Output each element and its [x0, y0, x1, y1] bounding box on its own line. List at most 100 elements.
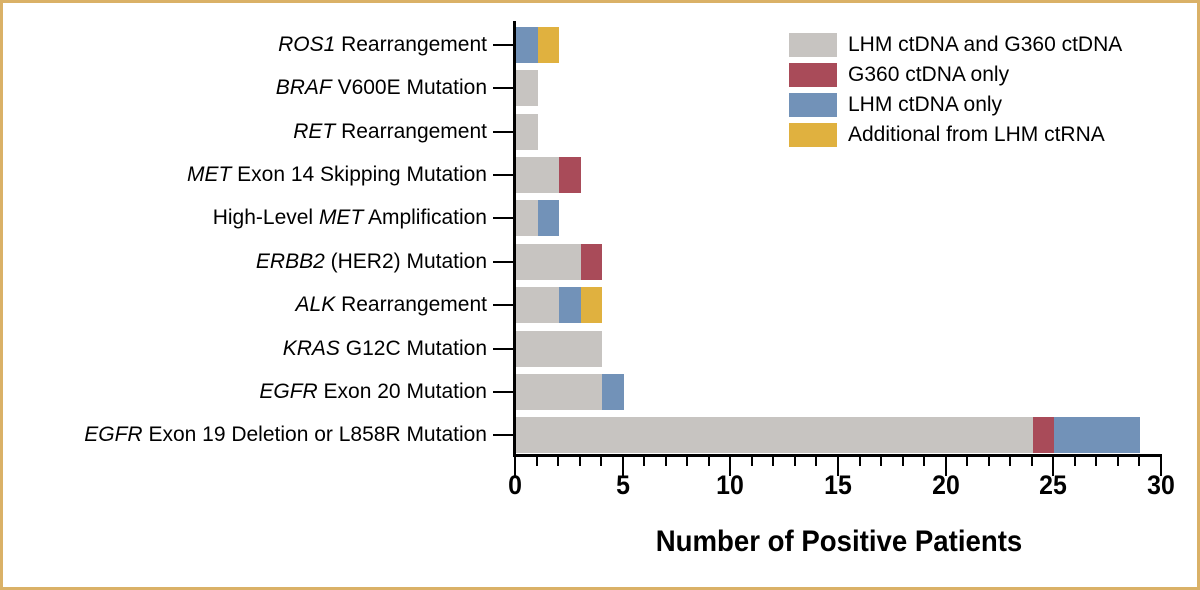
x-axis-tick-label: 10 [716, 470, 745, 500]
y-axis-tick [493, 390, 513, 393]
x-axis-minor-tick [1030, 457, 1033, 466]
legend-label: LHM ctDNA and G360 ctDNA [848, 33, 1123, 56]
category-label: EGFR Exon 20 Mutation [3, 380, 487, 404]
x-axis-minor-tick [966, 457, 969, 466]
x-axis-minor-tick [987, 457, 990, 466]
x-axis-minor-tick [750, 457, 753, 466]
x-axis-minor-tick [1116, 457, 1119, 466]
y-axis-tick [493, 43, 513, 46]
legend-item-lhm-only: LHM ctDNA only [789, 93, 1122, 117]
legend-swatch-blue [789, 93, 837, 117]
y-axis-tick [493, 434, 513, 437]
bar-segment [1032, 417, 1055, 454]
x-axis-major-tick [621, 457, 624, 476]
x-axis-tick-label: 30 [1147, 470, 1175, 500]
y-axis-tick [493, 217, 513, 220]
category-label: KRAS G12C Mutation [3, 337, 487, 361]
bar-segment [580, 243, 603, 280]
label-text: Rearrangement [335, 293, 487, 317]
category-label: ERBB2 (HER2) Mutation [3, 250, 487, 274]
x-axis-minor-tick [664, 457, 667, 466]
legend-swatch-red [789, 63, 837, 87]
bar-segment [516, 70, 538, 107]
label-text: G12C Mutation [339, 336, 487, 360]
bar-segment [516, 287, 560, 324]
bar-segment [1054, 417, 1141, 454]
label-text: High-Level [212, 206, 319, 230]
bar-segment [516, 156, 560, 193]
x-axis-minor-tick [772, 457, 775, 466]
x-axis-major-tick [944, 457, 947, 476]
x-axis-minor-tick [1073, 457, 1076, 466]
x-axis-major-tick [1052, 457, 1055, 476]
x-axis-minor-tick [578, 457, 581, 466]
x-axis-minor-tick [1009, 457, 1012, 466]
x-axis-minor-tick [600, 457, 603, 466]
bar-segment [559, 287, 581, 324]
x-axis-minor-tick [793, 457, 796, 466]
x-axis-tick-label: 25 [1039, 470, 1068, 500]
bar-segment [516, 330, 603, 367]
x-axis-minor-tick [923, 457, 926, 466]
bar-segment [537, 26, 560, 63]
label-text: Rearrangement [335, 119, 487, 143]
label-text: Exon 19 Deletion or L858R Mutation [142, 423, 487, 447]
x-axis-minor-tick [535, 457, 538, 466]
bar-segment [516, 200, 538, 237]
legend-label: Additional from LHM ctRNA [848, 123, 1105, 146]
legend-item-lhm-and-g360: LHM ctDNA and G360 ctDNA [789, 33, 1122, 57]
label-text: Exon 20 Mutation [317, 379, 487, 403]
label-text: Exon 14 Skipping Mutation [231, 162, 487, 186]
legend-item-additional-ctrna: Additional from LHM ctRNA [789, 123, 1122, 147]
bar-segment [516, 113, 538, 150]
label-text: (HER2) Mutation [324, 249, 487, 273]
x-axis-title: Number of Positive Patients [655, 525, 1023, 558]
x-axis-tick-label: 20 [931, 470, 960, 500]
y-axis-tick [493, 173, 513, 176]
gene-name: ERBB2 [255, 249, 325, 273]
x-axis-minor-tick [643, 457, 646, 466]
x-axis-tick-label: 15 [824, 470, 852, 500]
category-label: RET Rearrangement [3, 120, 487, 144]
gene-name: MET [187, 162, 232, 186]
x-axis-minor-tick [901, 457, 904, 466]
legend: LHM ctDNA and G360 ctDNA G360 ctDNA only… [789, 33, 1122, 153]
bar-segment [602, 373, 624, 410]
x-axis-minor-tick [880, 457, 883, 466]
x-axis-minor-tick [707, 457, 710, 466]
label-text: Amplification [363, 206, 487, 230]
y-axis-tick [493, 130, 513, 133]
y-axis-line [513, 21, 516, 457]
bar-segment [559, 156, 581, 193]
legend-label: G360 ctDNA only [848, 63, 1010, 86]
y-axis-tick [493, 260, 513, 263]
legend-swatch-yellow [789, 123, 837, 147]
label-text: V600E Mutation [331, 76, 487, 100]
x-axis-major-tick [729, 457, 732, 476]
x-axis-major-tick [837, 457, 839, 476]
category-label: ALK Rearrangement [3, 293, 487, 317]
x-axis-minor-tick [1095, 457, 1098, 466]
gene-name: EGFR [259, 379, 318, 403]
category-label: MET Exon 14 Skipping Mutation [3, 163, 487, 187]
y-axis-tick [493, 304, 513, 307]
bar-segment [516, 243, 581, 280]
y-axis-tick [493, 347, 513, 350]
legend-item-g360-only: G360 ctDNA only [789, 63, 1122, 87]
y-axis-tick [493, 87, 513, 90]
bar-segment [516, 26, 538, 63]
legend-label: LHM ctDNA only [848, 93, 1003, 116]
bar-segment [516, 373, 603, 410]
gene-name: BRAF [275, 76, 332, 100]
label-text: Rearrangement [335, 32, 487, 56]
bar-chart-plot-area: ROS1 Rearrangement BRAF V600E Mutation RET… [3, 3, 1197, 587]
category-label: High-Level MET Amplification [3, 206, 487, 230]
gene-name: EGFR [84, 423, 143, 447]
category-label: EGFR Exon 19 Deletion or L858R Mutation [3, 423, 487, 447]
gene-name: ROS1 [278, 32, 336, 56]
gene-name: KRAS [282, 336, 340, 360]
x-axis-minor-tick [858, 457, 861, 466]
bar-segment [537, 200, 560, 237]
bar-segment [516, 417, 1033, 454]
